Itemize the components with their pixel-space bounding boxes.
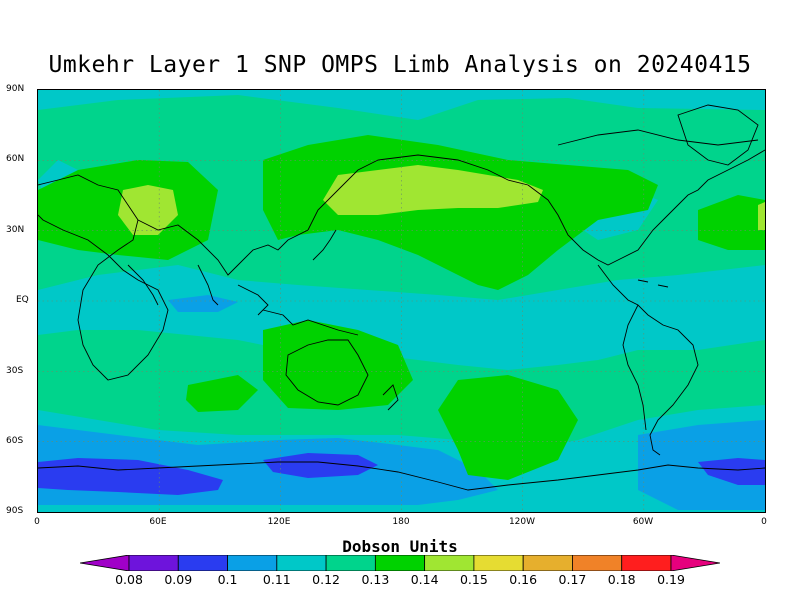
graticule xyxy=(38,90,765,512)
colorbar-swatch xyxy=(227,555,278,571)
lon-label-120w: 120W xyxy=(508,517,536,527)
colorbar-swatch xyxy=(128,555,179,571)
lat-label-90s: 90S xyxy=(6,506,24,516)
lon-label-120e: 120E xyxy=(267,517,291,527)
colorbar-tick-label: 0.17 xyxy=(558,572,587,587)
colorbar-swatch xyxy=(374,555,426,571)
lon-label-0-left: 0 xyxy=(34,517,40,527)
lat-label-eq: EQ xyxy=(16,295,29,305)
colorbar-tick-label: 0.13 xyxy=(361,572,390,587)
colorbar-swatch xyxy=(177,555,228,571)
lon-label-180: 180 xyxy=(392,517,410,527)
colorbar-swatch xyxy=(424,555,475,571)
map-panel xyxy=(37,89,766,513)
colorbar-tick-label: 0.15 xyxy=(459,572,488,587)
colorbar-tick-label: 0.16 xyxy=(509,572,538,587)
lat-label-60n: 60N xyxy=(6,154,25,164)
lat-label-30n: 30N xyxy=(6,225,25,235)
lon-label-0-right: 0 xyxy=(761,517,767,527)
colorbar-tick-label: 0.12 xyxy=(312,572,340,587)
coastlines xyxy=(38,104,765,491)
colorbar-tick-label: 0.18 xyxy=(607,572,636,587)
colorbar xyxy=(80,555,720,571)
colorbar-tick-label: 0.1 xyxy=(217,572,238,587)
ozone-contour-map xyxy=(38,90,765,512)
colorbar-swatch xyxy=(325,555,376,571)
lat-label-60s: 60S xyxy=(6,436,24,446)
colorbar-swatch xyxy=(473,555,524,571)
lat-label-90n: 90N xyxy=(6,84,25,94)
contour-0.15 xyxy=(118,165,765,235)
colorbar-swatch xyxy=(276,555,327,571)
colorbar-swatch xyxy=(621,555,672,571)
colorbar-swatch xyxy=(522,555,573,571)
colorbar-swatch-low xyxy=(80,555,130,571)
colorbar-tick-label: 0.08 xyxy=(115,572,143,587)
colorbar-swatch xyxy=(572,555,623,571)
colorbar-tick-label: 0.09 xyxy=(164,572,193,587)
colorbar-tick-label: 0.11 xyxy=(262,572,291,587)
map-title: Umkehr Layer 1 SNP OMPS Limb Analysis on… xyxy=(48,52,752,78)
contour-0.10 xyxy=(38,453,765,495)
colorbar-tick-label: 0.19 xyxy=(657,572,685,587)
lat-label-30s: 30S xyxy=(6,366,24,376)
colorbar-label: Dobson Units xyxy=(342,537,458,556)
colorbar-swatch-high xyxy=(670,555,720,571)
lon-label-60w: 60W xyxy=(632,517,654,527)
colorbar-tick-label: 0.14 xyxy=(410,572,439,587)
lon-label-60e: 60E xyxy=(149,517,167,527)
